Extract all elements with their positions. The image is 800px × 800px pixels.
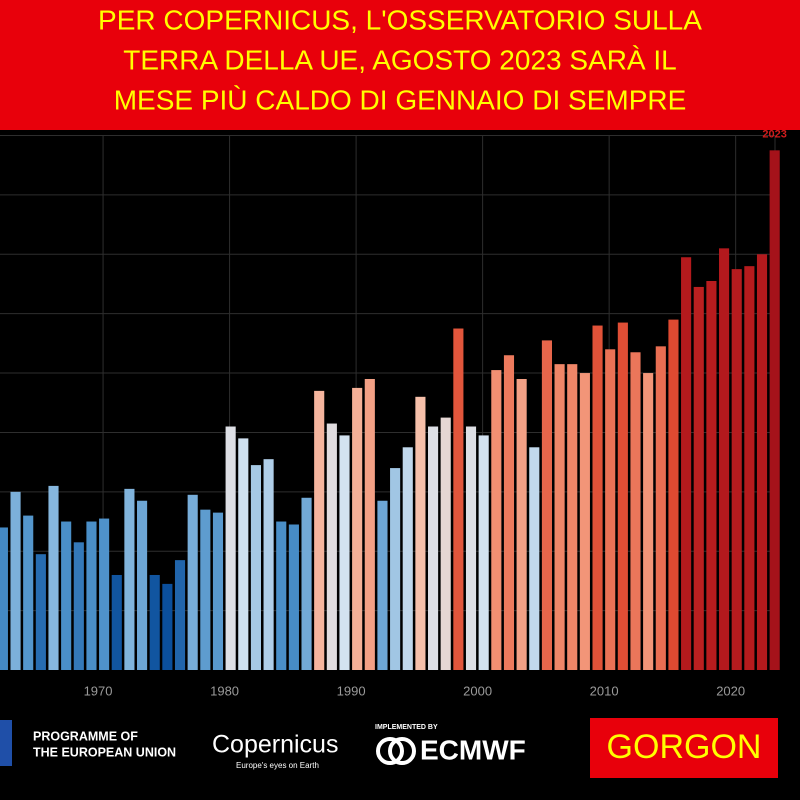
bar: [402, 447, 413, 670]
bar: [554, 364, 565, 670]
brand: GORGON: [607, 728, 762, 766]
bar: [605, 349, 616, 670]
eu-text: PROGRAMME OF: [33, 729, 138, 743]
x-tick-label: 2020: [716, 683, 745, 698]
bar: [73, 542, 84, 670]
bar: [238, 438, 249, 670]
eu-text: THE EUROPEAN UNION: [33, 745, 176, 759]
bar: [86, 521, 97, 670]
x-tick-label: 1970: [84, 683, 113, 698]
bar: [225, 426, 236, 670]
bar: [162, 583, 173, 670]
bar: [99, 518, 110, 670]
bar: [339, 435, 350, 670]
bar: [668, 319, 679, 670]
x-tick-label: 2010: [590, 683, 619, 698]
bar: [681, 257, 692, 670]
implemented-by: IMPLEMENTED BY: [375, 724, 438, 731]
bar: [415, 396, 426, 670]
bar: [719, 248, 730, 671]
copernicus-logo: Copernicus: [212, 731, 338, 759]
banner-line: MESE PIÙ CALDO DI GENNAIO DI SEMPRE: [114, 84, 687, 115]
eu-flag: [0, 720, 12, 766]
bar: [769, 150, 780, 670]
bar: [617, 322, 628, 670]
bar: [541, 340, 552, 670]
x-tick-label: 2000: [463, 683, 492, 698]
bar: [390, 468, 401, 670]
bar: [137, 500, 148, 670]
bar: [250, 465, 261, 670]
bar: [579, 373, 590, 670]
bar: [440, 417, 451, 670]
bar: [643, 373, 654, 670]
ecmwf-logo: ECMWF: [420, 734, 526, 765]
plot: 1970 1980 1990 2000 2010 2020 2023: [0, 128, 787, 698]
bar: [428, 426, 439, 670]
bar: [10, 491, 21, 670]
bar: [655, 346, 666, 670]
bar: [491, 370, 502, 670]
x-tick-label: 1980: [210, 683, 239, 698]
bar: [187, 494, 198, 670]
bar: [706, 281, 717, 670]
bar: [567, 364, 578, 670]
bar: [453, 328, 464, 670]
bar: [465, 426, 477, 670]
bar: [744, 266, 755, 670]
bar: [352, 387, 363, 670]
bar: [35, 554, 46, 670]
bar: [377, 500, 388, 670]
bar: [263, 459, 274, 670]
bar: [124, 488, 135, 670]
bar: [326, 423, 337, 670]
bar: [756, 254, 768, 670]
bar: [693, 286, 704, 670]
bar: [364, 378, 375, 670]
banner: [0, 0, 800, 130]
bar: [61, 521, 72, 670]
ecmwf-icon: [388, 737, 416, 765]
bar: [529, 447, 540, 670]
bar: [48, 485, 59, 670]
annotation: 2023: [762, 128, 786, 140]
bar: [0, 527, 8, 670]
bar: [23, 515, 34, 670]
bar: [516, 378, 527, 670]
bar: [301, 497, 312, 670]
bar: [111, 574, 122, 670]
bar: [630, 352, 641, 670]
bar: [592, 325, 603, 670]
bar: [212, 512, 224, 670]
brand-box: [590, 718, 778, 778]
bar: [200, 509, 211, 670]
bar: [149, 574, 160, 670]
bar: [276, 521, 287, 670]
bar: [503, 355, 515, 670]
x-tick-label: 1990: [337, 683, 366, 698]
bar: [174, 560, 186, 670]
bar: [731, 269, 742, 670]
ecmwf-icon: [376, 737, 404, 765]
copernicus-tagline: Europe's eyes on Earth: [236, 761, 319, 770]
bar: [478, 435, 489, 670]
bar: [288, 524, 299, 670]
bar: [314, 390, 325, 670]
banner-line: TERRA DELLA UE, AGOSTO 2023 SARÀ IL: [123, 44, 677, 75]
banner-line: PER COPERNICUS, L'OSSERVATORIO SULLA: [98, 4, 702, 35]
